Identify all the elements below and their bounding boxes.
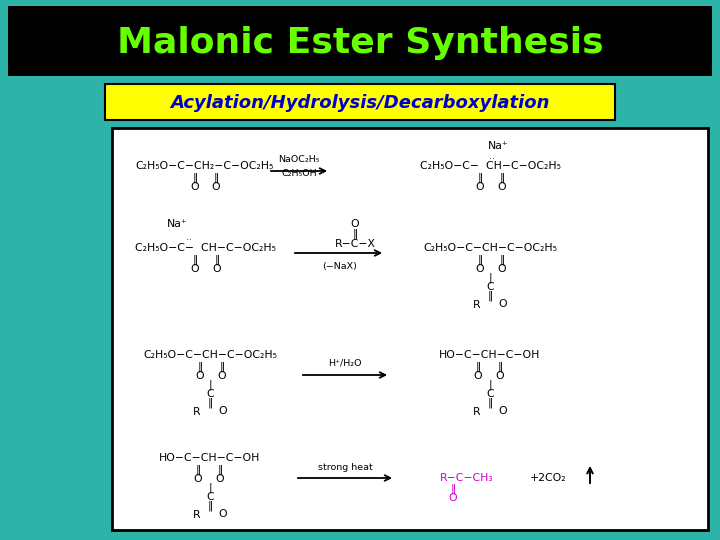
Text: R: R bbox=[192, 510, 200, 520]
Text: ‖: ‖ bbox=[477, 255, 482, 265]
Text: ‖: ‖ bbox=[192, 255, 198, 265]
Text: C: C bbox=[206, 492, 214, 502]
Text: ‖: ‖ bbox=[207, 398, 212, 408]
Text: C₂H₅O−C−CH−C−OC₂H₅: C₂H₅O−C−CH−C−OC₂H₅ bbox=[143, 350, 277, 360]
Text: |: | bbox=[208, 380, 212, 390]
Text: |: | bbox=[488, 380, 492, 390]
Text: O: O bbox=[212, 264, 221, 274]
Text: ‖: ‖ bbox=[215, 255, 220, 265]
Text: Na⁺: Na⁺ bbox=[487, 141, 508, 151]
Text: O: O bbox=[498, 299, 507, 309]
Text: R: R bbox=[472, 300, 480, 310]
Text: C₂H₅O−C−CH₂−C−OC₂H₅: C₂H₅O−C−CH₂−C−OC₂H₅ bbox=[136, 161, 274, 171]
Text: O: O bbox=[495, 371, 504, 381]
Bar bbox=[105, 84, 615, 120]
Text: O: O bbox=[191, 182, 199, 192]
Text: C₂H₅O−C−  CH−C−OC₂H₅: C₂H₅O−C− CH−C−OC₂H₅ bbox=[135, 243, 276, 253]
Text: +2CO₂: +2CO₂ bbox=[530, 473, 567, 483]
Text: Malonic Ester Synthesis: Malonic Ester Synthesis bbox=[117, 26, 603, 60]
Bar bbox=[112, 128, 708, 530]
Text: ‖: ‖ bbox=[220, 362, 225, 372]
Text: O: O bbox=[218, 509, 227, 519]
Text: ‖: ‖ bbox=[475, 362, 481, 372]
Text: O: O bbox=[474, 371, 482, 381]
Text: O: O bbox=[498, 182, 506, 192]
Text: O: O bbox=[217, 371, 226, 381]
Text: O: O bbox=[498, 406, 507, 416]
Text: ‖: ‖ bbox=[207, 501, 212, 511]
Text: ‖: ‖ bbox=[217, 465, 222, 475]
Text: O: O bbox=[196, 371, 204, 381]
Text: Acylation/Hydrolysis/Decarboxylation: Acylation/Hydrolysis/Decarboxylation bbox=[170, 94, 550, 112]
Text: C: C bbox=[486, 282, 494, 292]
Text: ··: ·· bbox=[489, 156, 495, 165]
Text: ‖: ‖ bbox=[213, 173, 219, 183]
Text: O: O bbox=[194, 474, 202, 484]
Text: |: | bbox=[488, 273, 492, 284]
Text: C₂H₅O−C−CH−C−OC₂H₅: C₂H₅O−C−CH−C−OC₂H₅ bbox=[423, 243, 557, 253]
Text: ‖: ‖ bbox=[487, 291, 492, 301]
Text: ‖: ‖ bbox=[450, 484, 456, 494]
Text: HO−C−CH−C−OH: HO−C−CH−C−OH bbox=[159, 453, 261, 463]
Text: C: C bbox=[206, 389, 214, 399]
Bar bbox=[8, 6, 712, 76]
Text: O: O bbox=[449, 493, 457, 503]
Text: O: O bbox=[351, 219, 359, 229]
Text: NaOC₂H₅: NaOC₂H₅ bbox=[278, 156, 320, 165]
Text: ‖: ‖ bbox=[352, 229, 358, 239]
Text: O: O bbox=[212, 182, 220, 192]
Text: H⁺/H₂O: H⁺/H₂O bbox=[328, 359, 361, 368]
Text: ‖: ‖ bbox=[192, 173, 198, 183]
Text: (−NaX): (−NaX) bbox=[323, 261, 357, 271]
Text: ‖: ‖ bbox=[487, 398, 492, 408]
Text: ‖: ‖ bbox=[499, 173, 505, 183]
Text: R−C−X: R−C−X bbox=[335, 239, 376, 249]
Text: R−C−CH₃: R−C−CH₃ bbox=[440, 473, 494, 483]
Text: strong heat: strong heat bbox=[318, 463, 372, 472]
Text: C₂H₅O−C−  CH−C−OC₂H₅: C₂H₅O−C− CH−C−OC₂H₅ bbox=[420, 161, 560, 171]
Text: C₂H₅OH: C₂H₅OH bbox=[282, 168, 317, 178]
Text: ··: ·· bbox=[186, 237, 192, 246]
Text: O: O bbox=[476, 264, 485, 274]
Text: ‖: ‖ bbox=[477, 173, 482, 183]
Text: ‖: ‖ bbox=[195, 465, 201, 475]
Text: C: C bbox=[486, 389, 494, 399]
Text: ‖: ‖ bbox=[197, 362, 203, 372]
Text: O: O bbox=[476, 182, 485, 192]
Text: O: O bbox=[216, 474, 225, 484]
Text: O: O bbox=[498, 264, 506, 274]
Text: R: R bbox=[192, 407, 200, 417]
Text: O: O bbox=[191, 264, 199, 274]
Text: R: R bbox=[472, 407, 480, 417]
Text: O: O bbox=[218, 406, 227, 416]
Text: Na⁺: Na⁺ bbox=[167, 219, 187, 229]
Text: HO−C−CH−C−OH: HO−C−CH−C−OH bbox=[439, 350, 541, 360]
Text: ‖: ‖ bbox=[498, 362, 503, 372]
Text: ‖: ‖ bbox=[499, 255, 505, 265]
Text: |: | bbox=[208, 483, 212, 493]
